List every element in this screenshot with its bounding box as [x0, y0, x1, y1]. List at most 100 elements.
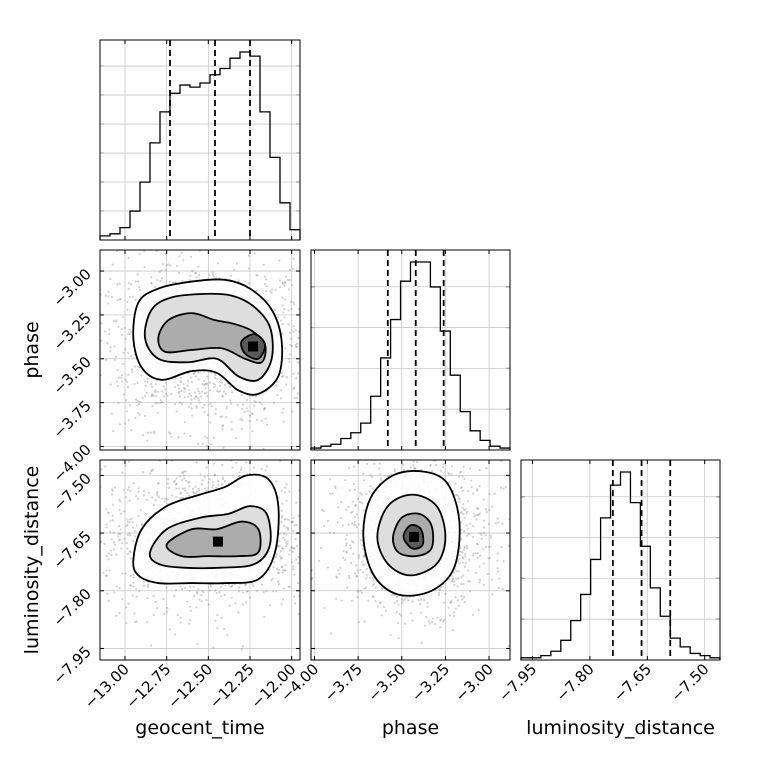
sample-point: [183, 390, 186, 393]
sample-point: [185, 479, 188, 482]
sample-point: [460, 582, 463, 585]
sample-point: [150, 644, 153, 647]
sample-point: [170, 392, 173, 396]
sample-point: [131, 539, 135, 542]
sample-point: [262, 447, 265, 450]
sample-point: [82, 385, 84, 387]
sample-point: [124, 378, 127, 381]
sample-point: [188, 605, 192, 608]
sample-point: [77, 340, 79, 342]
sample-point: [459, 511, 462, 515]
sample-point: [439, 469, 442, 472]
sample-point: [225, 407, 228, 410]
sample-point: [111, 489, 115, 492]
sample-point: [431, 617, 435, 620]
sample-point: [377, 467, 381, 470]
sample-point: [107, 599, 110, 603]
sample-point: [459, 537, 463, 541]
sample-point: [253, 252, 256, 255]
sample-point: [338, 572, 341, 576]
sample-point: [291, 550, 294, 554]
sample-point: [138, 289, 142, 292]
sample-point: [286, 528, 290, 531]
sample-point: [187, 380, 190, 383]
sample-point: [251, 412, 254, 416]
sample-point: [200, 483, 204, 486]
sample-point: [200, 600, 203, 603]
sample-point: [276, 381, 279, 384]
sample-point: [287, 540, 290, 543]
sample-point: [279, 319, 283, 322]
sample-point: [307, 371, 309, 373]
sample-point: [463, 546, 466, 550]
sample-point: [398, 612, 401, 615]
sample-point: [357, 554, 360, 557]
sample-point: [196, 590, 199, 594]
sample-point: [187, 405, 191, 408]
sample-point: [210, 443, 213, 446]
sample-point: [472, 492, 475, 495]
sample-point: [271, 288, 274, 291]
sample-point: [212, 382, 215, 385]
sample-point: [143, 250, 146, 253]
sample-point: [360, 493, 363, 496]
sample-point: [366, 574, 369, 577]
sample-point: [186, 384, 189, 387]
sample-point: [444, 592, 447, 595]
sample-point: [105, 554, 108, 558]
sample-point: [282, 420, 285, 423]
sample-point: [193, 391, 197, 394]
sample-point: [247, 267, 251, 270]
sample-point: [146, 380, 149, 384]
sample-point: [107, 295, 110, 298]
sample-point: [362, 509, 365, 512]
sample-point: [114, 543, 117, 546]
sample-point: [500, 460, 503, 463]
sample-point: [91, 346, 93, 348]
sample-point: [345, 550, 348, 553]
sample-point: [119, 528, 122, 531]
sample-point: [291, 520, 295, 523]
sample-point: [409, 466, 412, 469]
sample-point: [167, 478, 170, 481]
sample-point: [476, 552, 479, 555]
sample-point: [230, 420, 233, 423]
sample-point: [355, 526, 359, 529]
sample-point: [362, 479, 366, 482]
sample-point: [250, 412, 253, 415]
sample-point: [163, 497, 167, 500]
sample-point: [337, 569, 340, 572]
sample-point: [307, 534, 309, 536]
sample-point: [372, 595, 375, 598]
sample-point: [116, 384, 119, 388]
sample-point: [397, 603, 400, 606]
sample-point: [451, 451, 453, 453]
sample-point: [400, 614, 403, 617]
sample-point: [423, 624, 427, 627]
x-tick-label: −7.95: [495, 660, 540, 705]
sample-point: [227, 583, 230, 586]
sample-point: [442, 466, 445, 469]
sample-point: [59, 369, 61, 371]
sample-point: [111, 263, 114, 266]
sample-point: [123, 326, 126, 330]
sample-point: [221, 463, 224, 467]
sample-point: [479, 554, 482, 557]
sample-point: [362, 571, 365, 574]
sample-point: [371, 475, 374, 479]
sample-point: [380, 614, 383, 617]
sample-point: [209, 583, 212, 587]
sample-point: [285, 499, 288, 502]
sample-point: [461, 506, 464, 510]
sample-point: [166, 607, 169, 610]
sample-point: [44, 334, 46, 336]
sample-point: [136, 399, 139, 403]
sample-point: [411, 619, 414, 622]
sample-point: [136, 381, 139, 384]
sample-point: [461, 551, 464, 554]
sample-point: [302, 298, 304, 300]
sample-point: [255, 274, 258, 277]
sample-point: [462, 557, 465, 560]
sample-point: [178, 475, 182, 478]
sample-point: [439, 456, 441, 458]
